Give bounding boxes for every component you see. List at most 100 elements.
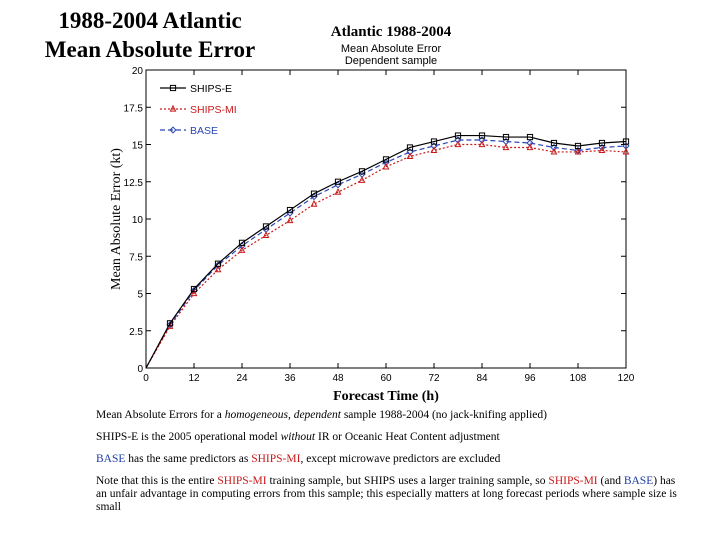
series-ships-mi — [145, 140, 630, 369]
note-shipsmi-term: SHIPS-MI — [251, 453, 301, 465]
x-tick-label: 12 — [188, 373, 200, 384]
data-point-ships-mi — [550, 147, 558, 155]
data-point-ships-e — [214, 260, 222, 267]
note-text: , except microwave predictors are exclud… — [300, 453, 501, 465]
data-point-ships-e — [406, 144, 414, 151]
slide-title-line-1: 1988-2004 Atlantic — [58, 8, 242, 33]
data-point-ships-e — [550, 139, 558, 147]
y-tick-label: 15 — [132, 141, 144, 152]
data-point-ships-e — [382, 156, 390, 163]
series-line-base — [145, 139, 627, 369]
y-tick-label: 7.5 — [129, 252, 143, 263]
chart-subtitle-line-2: Dependent sample — [344, 55, 438, 67]
note-4: Note that this is the entire SHIPS-MI tr… — [96, 475, 686, 514]
y-tick-label: 10 — [132, 215, 144, 226]
data-point-ships-mi — [310, 199, 318, 207]
data-point-ships-e — [478, 132, 486, 139]
note-emphasis: homogeneous, dependent — [224, 409, 341, 421]
x-tick-label: 84 — [476, 373, 488, 384]
note-emphasis: without — [280, 431, 316, 443]
data-point-base — [382, 158, 390, 166]
x-tick-label: 0 — [143, 373, 149, 384]
data-point-ships-e — [286, 206, 294, 214]
note-3: BASE has the same predictors as SHIPS-MI… — [96, 453, 686, 466]
note-2: SHIPS-E is the 2005 operational model wi… — [96, 431, 686, 444]
legend-marker-ships-e — [169, 84, 177, 92]
x-tick-label: 120 — [618, 373, 635, 384]
data-point-ships-e — [310, 190, 318, 197]
y-tick-label: 5 — [137, 290, 143, 301]
data-point-ships-mi — [526, 143, 534, 151]
slide-title-line-2: Mean Absolute Error — [44, 37, 256, 62]
data-point-base — [526, 139, 534, 147]
data-point-base — [430, 142, 438, 150]
y-tick-label: 12.5 — [124, 178, 144, 189]
data-point-ships-mi — [190, 289, 198, 297]
data-point-ships-mi — [214, 265, 222, 273]
data-point-ships-e — [430, 138, 438, 145]
legend-label-ships-mi: SHIPS-MI — [190, 104, 237, 116]
legend-label-ships-e: SHIPS-E — [190, 83, 232, 95]
note-shipsmi-term: SHIPS-MI — [217, 475, 267, 487]
data-point-ships-mi — [358, 176, 366, 183]
data-point-ships-mi — [286, 216, 294, 224]
data-point-ships-e — [454, 132, 462, 139]
data-point-ships-e — [358, 168, 366, 175]
data-point-ships-e — [262, 223, 270, 230]
chart-title: Atlantic 1988-2004 — [330, 24, 452, 40]
data-point-ships-e — [502, 133, 510, 141]
data-point-ships-mi — [334, 187, 342, 195]
note-shipsmi-term: SHIPS-MI — [548, 475, 598, 487]
legend-item-ships-e: SHIPS-E — [160, 83, 232, 95]
note-text: Note that this is the entire — [96, 475, 218, 487]
data-point-ships-mi — [478, 140, 486, 148]
y-tick-label: 0 — [137, 364, 143, 375]
series-line-ships-e — [145, 134, 627, 369]
legend-marker-ships-mi — [169, 104, 177, 112]
legend-item-base: BASE — [160, 125, 218, 137]
series-line-ships-mi — [145, 143, 627, 369]
data-point-base — [406, 148, 414, 156]
x-tick-label: 60 — [380, 373, 392, 384]
data-point-ships-mi — [574, 147, 582, 155]
data-point-ships-e — [334, 178, 342, 185]
series-ships-e — [145, 132, 630, 369]
data-point-ships-mi — [454, 140, 462, 148]
y-tick-label: 17.5 — [124, 103, 144, 114]
data-point-ships-mi — [502, 143, 510, 151]
data-point-ships-mi — [406, 152, 414, 160]
data-point-base — [574, 146, 582, 155]
data-point-ships-e — [574, 142, 582, 150]
data-point-ships-e — [598, 139, 606, 147]
legend-item-ships-mi: SHIPS-MI — [160, 104, 237, 116]
data-point-base — [166, 321, 174, 329]
y-tick-label: 2.5 — [129, 327, 143, 338]
data-point-base — [334, 181, 342, 189]
note-1: Mean Absolute Errors for a homogeneous, … — [96, 409, 686, 422]
note-text: training sample, but SHIPS uses a larger… — [266, 475, 549, 487]
data-point-ships-mi — [430, 146, 438, 154]
x-tick-label: 48 — [332, 373, 344, 384]
note-text: (and — [597, 475, 624, 487]
data-point-base — [214, 261, 222, 269]
note-text: IR or Oceanic Heat Content adjustment — [315, 431, 500, 443]
note-text: sample 1988-2004 (no jack-knifing applie… — [340, 409, 547, 421]
data-point-ships-mi — [598, 146, 606, 154]
data-point-ships-mi — [382, 162, 390, 170]
data-point-ships-mi — [238, 246, 246, 253]
y-tick-label: 20 — [132, 66, 144, 77]
series-base — [145, 136, 630, 369]
data-point-ships-e — [190, 285, 198, 293]
note-text: SHIPS-E is the 2005 operational model — [96, 431, 281, 443]
note-base-term: BASE — [96, 453, 126, 465]
chart-subtitle-line-1: Mean Absolute Error — [340, 43, 442, 55]
data-point-ships-mi — [262, 231, 270, 238]
x-tick-label: 96 — [524, 373, 536, 384]
x-axis-label: Forecast Time (h) — [333, 389, 439, 404]
data-point-ships-e — [526, 133, 534, 141]
x-tick-label: 108 — [570, 373, 587, 384]
line-chart: 0 2.5 5 7.5 10 12.5 15 17.5 20 0 12 24 36 48 60 72 84 96 1… — [109, 66, 635, 404]
notes: Mean Absolute Errors for a homogeneous, … — [96, 409, 686, 523]
data-point-base — [478, 136, 486, 144]
x-tick-label: 36 — [284, 373, 296, 384]
